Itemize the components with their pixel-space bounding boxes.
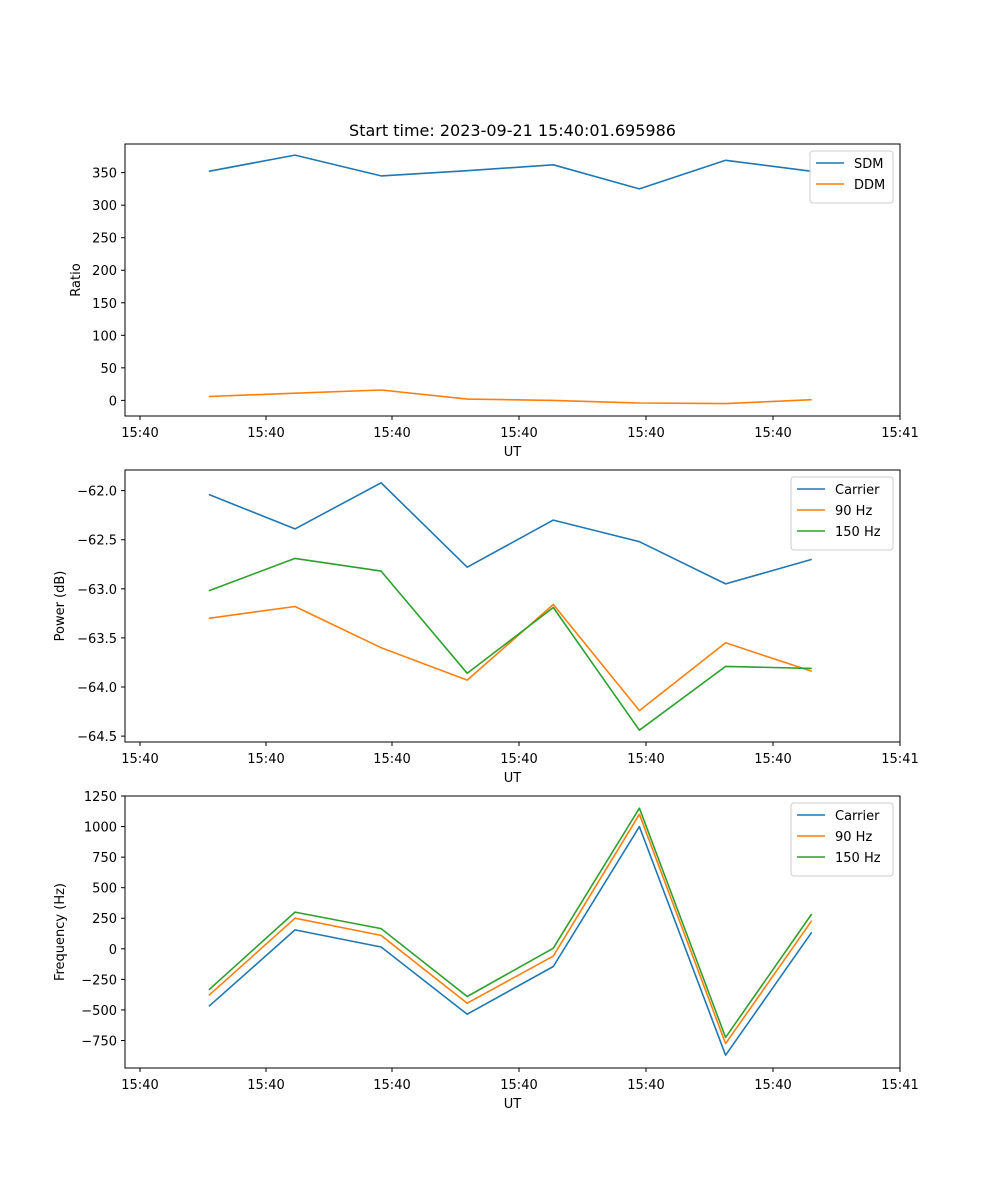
power-legend-label-0: Carrier xyxy=(835,483,880,498)
power-x-tick-label-6: 15:41 xyxy=(881,752,918,767)
power-y-tick-label-1: −64.0 xyxy=(77,681,117,696)
ratio-x-tick-label-5: 15:40 xyxy=(754,426,791,441)
ratio-y-tick-label-1: 50 xyxy=(100,362,117,377)
ratio-x-tick-label-3: 15:40 xyxy=(500,426,537,441)
power-y-tick-label-5: −62.0 xyxy=(77,485,117,500)
ratio-x-tick-label-0: 15:40 xyxy=(121,426,158,441)
power-legend-label-1: 90 Hz xyxy=(835,504,872,519)
frequency-series-2-line xyxy=(208,807,813,1039)
frequency-x-tick-label-1: 15:40 xyxy=(247,1078,284,1093)
power-x-tick-label-2: 15:40 xyxy=(373,752,410,767)
frequency-y-tick-label-0: −750 xyxy=(81,1034,117,1049)
frequency-y-tick-label-5: 500 xyxy=(92,882,117,897)
ratio-y-tick-label-7: 350 xyxy=(92,167,117,182)
ratio-legend-label-0: SDM xyxy=(854,157,883,172)
power-y-tick-label-0: −64.5 xyxy=(77,730,117,745)
power-x-tick-label-1: 15:40 xyxy=(247,752,284,767)
power-y-tick-label-3: −63.0 xyxy=(77,583,117,598)
frequency-legend-label-2: 150 Hz xyxy=(835,851,881,866)
ratio-series-0-line xyxy=(208,154,812,190)
power-x-axis-label: UT xyxy=(504,771,522,786)
power-y-axis-label: Power (dB) xyxy=(53,571,68,642)
power-x-tick-label-5: 15:40 xyxy=(754,752,791,767)
power-y-tick-label-4: −62.5 xyxy=(77,534,117,549)
ratio-panel: 15:40 15:40 15:40 15:40 15:40 15:40 15:41 0 50 10… xyxy=(69,143,919,460)
power-x-tick-label-4: 15:40 xyxy=(627,752,664,767)
power-y-tick-label-2: −63.5 xyxy=(77,632,117,647)
power-x-tick-label-3: 15:40 xyxy=(500,752,537,767)
frequency-y-tick-label-4: 250 xyxy=(92,912,117,927)
frequency-y-tick-label-1: −500 xyxy=(81,1004,117,1019)
ratio-y-tick-label-6: 300 xyxy=(92,199,117,214)
frequency-y-tick-label-2: −250 xyxy=(81,973,117,988)
frequency-legend-label-1: 90 Hz xyxy=(835,830,872,845)
frequency-y-tick-label-3: 0 xyxy=(109,943,117,958)
frequency-x-tick-label-6: 15:41 xyxy=(881,1078,918,1093)
frequency-x-axis-label: UT xyxy=(504,1097,522,1112)
ratio-x-tick-label-2: 15:40 xyxy=(373,426,410,441)
power-axes-frame xyxy=(124,469,901,743)
power-legend-label-2: 150 Hz xyxy=(835,525,881,540)
ratio-y-tick-label-4: 200 xyxy=(92,264,117,279)
power-series-0-line xyxy=(208,481,812,585)
frequency-x-tick-label-0: 15:40 xyxy=(121,1078,158,1093)
frequency-x-tick-label-5: 15:40 xyxy=(754,1078,791,1093)
frequency-y-tick-label-8: 1250 xyxy=(84,790,117,805)
ratio-x-tick-label-1: 15:40 xyxy=(247,426,284,441)
ratio-y-tick-label-2: 100 xyxy=(92,329,117,344)
frequency-y-axis-label: Frequency (Hz) xyxy=(53,883,68,981)
ratio-legend xyxy=(809,150,894,204)
ratio-y-axis-label: Ratio xyxy=(69,263,84,296)
ratio-axes-frame xyxy=(124,143,901,417)
frequency-x-tick-label-2: 15:40 xyxy=(373,1078,410,1093)
frequency-x-tick-label-4: 15:40 xyxy=(627,1078,664,1093)
frequency-x-tick-label-3: 15:40 xyxy=(500,1078,537,1093)
power-x-tick-label-0: 15:40 xyxy=(121,752,158,767)
ratio-x-tick-label-6: 15:41 xyxy=(881,426,918,441)
ratio-x-axis-label: UT xyxy=(504,445,522,460)
ratio-y-tick-label-0: 0 xyxy=(109,394,117,409)
power-panel: 15:40 15:40 15:40 15:40 15:40 15:40 15:41 −64.5… xyxy=(53,469,919,786)
frequency-y-tick-label-7: 1000 xyxy=(84,821,117,836)
frequency-axes-frame xyxy=(124,795,901,1069)
ratio-y-tick-label-5: 250 xyxy=(92,232,117,247)
ratio-y-tick-label-3: 150 xyxy=(92,297,117,312)
frequency-series-0-line xyxy=(208,825,813,1056)
power-series-2-line xyxy=(208,557,812,732)
frequency-legend-label-0: Carrier xyxy=(835,809,880,824)
ratio-series-1-line xyxy=(208,389,812,405)
ratio-x-tick-label-4: 15:40 xyxy=(627,426,664,441)
frequency-y-tick-label-6: 750 xyxy=(92,851,117,866)
ratio-legend-label-1: DDM xyxy=(854,178,885,193)
frequency-series-1-line xyxy=(208,813,813,1045)
frequency-panel: 15:40 15:40 15:40 15:40 15:40 15:40 15:41 −750 −… xyxy=(53,790,919,1112)
chart-title: Start time: 2023-09-21 15:40:01.695986 xyxy=(349,121,676,140)
power-series-1-line xyxy=(208,603,812,712)
